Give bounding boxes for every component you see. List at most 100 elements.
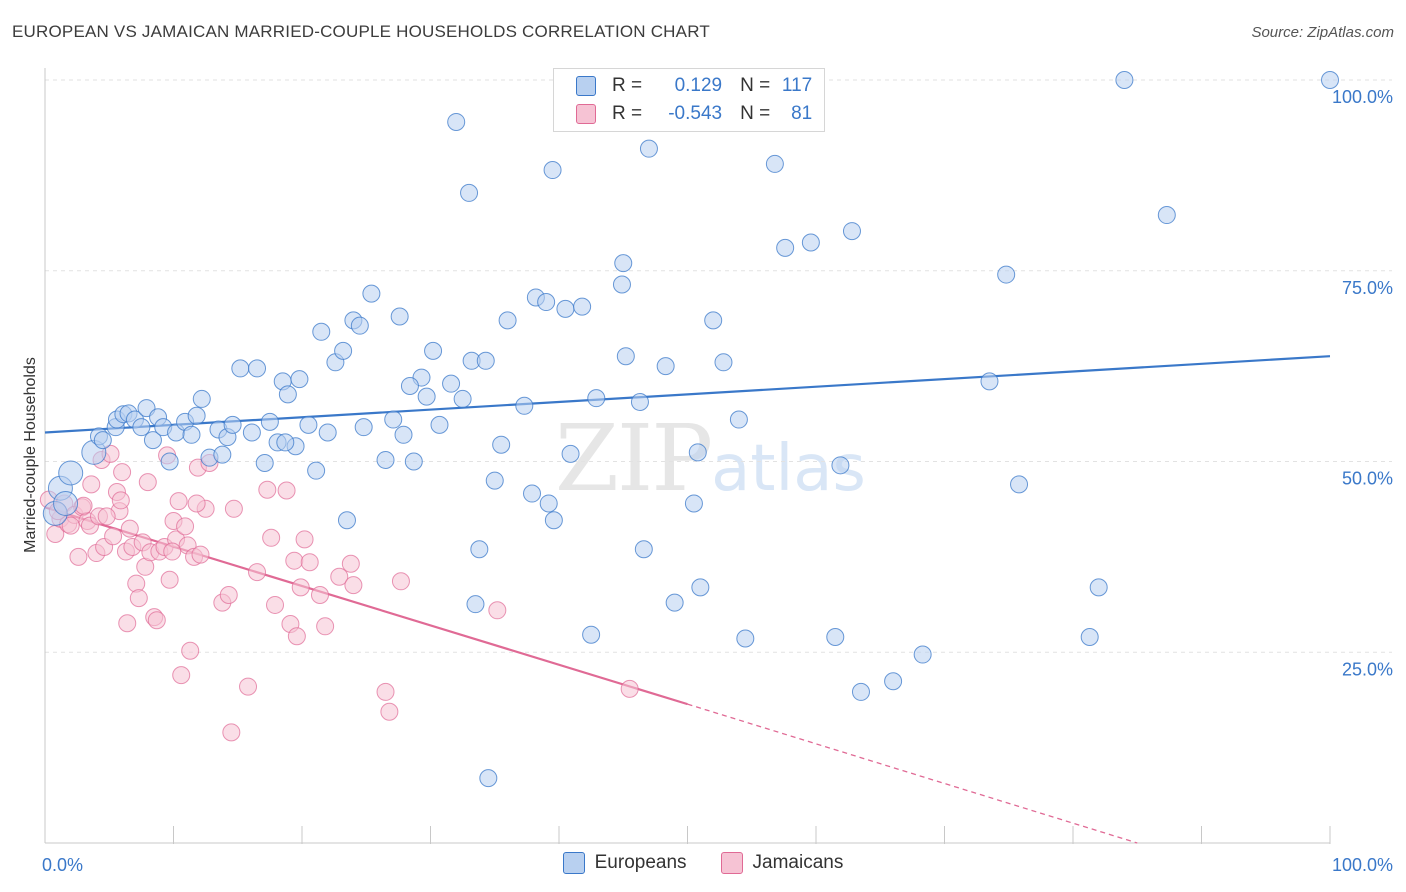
jamaicans-point bbox=[160, 570, 179, 589]
jamaicans-point bbox=[330, 567, 349, 586]
europeans-point bbox=[466, 595, 485, 614]
europeans-point bbox=[997, 265, 1016, 284]
europeans-point bbox=[182, 425, 201, 444]
jamaicans-points bbox=[39, 444, 639, 742]
europeans-point bbox=[515, 396, 534, 415]
europeans-point bbox=[587, 389, 606, 408]
legend-item-europeans[interactable]: Europeans bbox=[562, 852, 687, 874]
legend-swatch-europeans bbox=[562, 852, 585, 874]
europeans-point bbox=[980, 372, 999, 391]
europeans-point bbox=[93, 431, 112, 450]
europeans-point bbox=[688, 443, 707, 462]
europeans-point bbox=[498, 311, 517, 330]
jamaicans-point bbox=[111, 491, 130, 510]
europeans-point bbox=[656, 357, 675, 376]
legend-r-value: -0.543 bbox=[668, 103, 723, 124]
jamaicans-point bbox=[61, 516, 80, 535]
europeans-point bbox=[582, 625, 601, 644]
legend-n-label: N = bbox=[740, 103, 771, 124]
europeans-point bbox=[913, 645, 932, 664]
europeans-point bbox=[213, 445, 232, 464]
legend-swatch-jamaicans bbox=[576, 104, 596, 124]
europeans-point bbox=[390, 307, 409, 326]
chart-title: EUROPEAN VS JAMAICAN MARRIED-COUPLE HOUS… bbox=[12, 22, 710, 41]
europeans-point bbox=[1115, 71, 1134, 89]
jamaicans-point bbox=[118, 614, 137, 633]
jamaicans-point bbox=[69, 547, 88, 566]
europeans-point bbox=[187, 406, 206, 425]
europeans-point bbox=[736, 629, 755, 648]
x-tick-label-min: 0.0% bbox=[42, 855, 83, 875]
jamaicans-trend-line bbox=[44, 506, 688, 706]
legend-item-jamaicans[interactable]: Jamaicans bbox=[720, 852, 844, 874]
y-tick-label: 50.0% bbox=[1342, 469, 1393, 489]
europeans-point bbox=[1080, 627, 1099, 646]
jamaicans-trend-group bbox=[44, 506, 1138, 844]
jamaicans-point bbox=[287, 627, 306, 646]
europeans-point bbox=[476, 351, 495, 370]
europeans-point bbox=[278, 385, 297, 404]
y-tick-label: 100.0% bbox=[1332, 87, 1393, 107]
jamaicans-point bbox=[138, 473, 157, 492]
europeans-point bbox=[634, 540, 653, 559]
legend-label-jamaicans: Jamaicans bbox=[752, 852, 844, 873]
europeans-point bbox=[492, 435, 511, 454]
legend-n-label: N = bbox=[740, 75, 771, 96]
europeans-point bbox=[143, 431, 162, 450]
jamaicans-point bbox=[176, 517, 195, 536]
jamaicans-point bbox=[113, 463, 132, 482]
europeans-point bbox=[1010, 475, 1029, 494]
watermark-zip: ZIP bbox=[555, 405, 713, 512]
europeans-point bbox=[460, 183, 479, 202]
jamaicans-point bbox=[181, 641, 200, 660]
europeans-point bbox=[826, 627, 845, 646]
jamaicans-point bbox=[391, 572, 410, 591]
europeans-point bbox=[442, 374, 461, 393]
europeans-point bbox=[556, 299, 575, 318]
jamaicans-point bbox=[187, 494, 206, 513]
europeans-point bbox=[299, 415, 318, 434]
legend-r-label: R = bbox=[612, 103, 643, 124]
x-tick-label-max: 100.0% bbox=[1332, 855, 1393, 875]
europeans-point bbox=[242, 423, 261, 442]
legend-r-value: 0.129 bbox=[674, 75, 723, 96]
europeans-point bbox=[453, 389, 472, 408]
jamaicans-point bbox=[300, 553, 319, 572]
jamaicans-point bbox=[169, 492, 188, 511]
europeans-point bbox=[132, 418, 151, 437]
europeans-point bbox=[447, 112, 466, 131]
jamaicans-trend-extension bbox=[687, 703, 1138, 844]
jamaicans-point bbox=[191, 545, 210, 564]
europeans-point bbox=[1089, 578, 1108, 597]
europeans-point bbox=[58, 460, 84, 486]
jamaicans-point bbox=[277, 481, 296, 500]
europeans-point bbox=[612, 275, 631, 294]
legend-label-europeans: Europeans bbox=[594, 852, 687, 873]
legend-r-label: R = bbox=[612, 75, 643, 96]
jamaicans-point bbox=[310, 586, 329, 605]
legend-swatch-jamaicans bbox=[720, 852, 743, 874]
jamaicans-point bbox=[222, 723, 241, 742]
europeans-trend-group bbox=[44, 355, 1331, 434]
europeans-point bbox=[400, 376, 419, 395]
europeans-point bbox=[842, 222, 861, 241]
europeans-point bbox=[684, 494, 703, 513]
europeans-point bbox=[255, 454, 274, 473]
europeans-point bbox=[665, 593, 684, 612]
europeans-point bbox=[539, 494, 558, 513]
jamaicans-point bbox=[248, 563, 267, 582]
europeans-point bbox=[630, 392, 649, 411]
jamaicans-point bbox=[376, 682, 395, 701]
y-tick-label: 75.0% bbox=[1342, 278, 1393, 298]
europeans-point bbox=[543, 161, 562, 180]
europeans-point bbox=[691, 578, 710, 597]
europeans-point bbox=[231, 359, 250, 378]
jamaicans-point bbox=[291, 578, 310, 597]
europeans-point bbox=[53, 490, 79, 516]
europeans-point bbox=[1321, 71, 1339, 89]
europeans-point bbox=[714, 353, 733, 372]
europeans-point bbox=[765, 154, 784, 173]
jamaicans-point bbox=[341, 554, 360, 573]
jamaicans-point bbox=[82, 475, 101, 494]
legend-row-europeans: R = 0.129 N = 117 bbox=[576, 73, 812, 99]
